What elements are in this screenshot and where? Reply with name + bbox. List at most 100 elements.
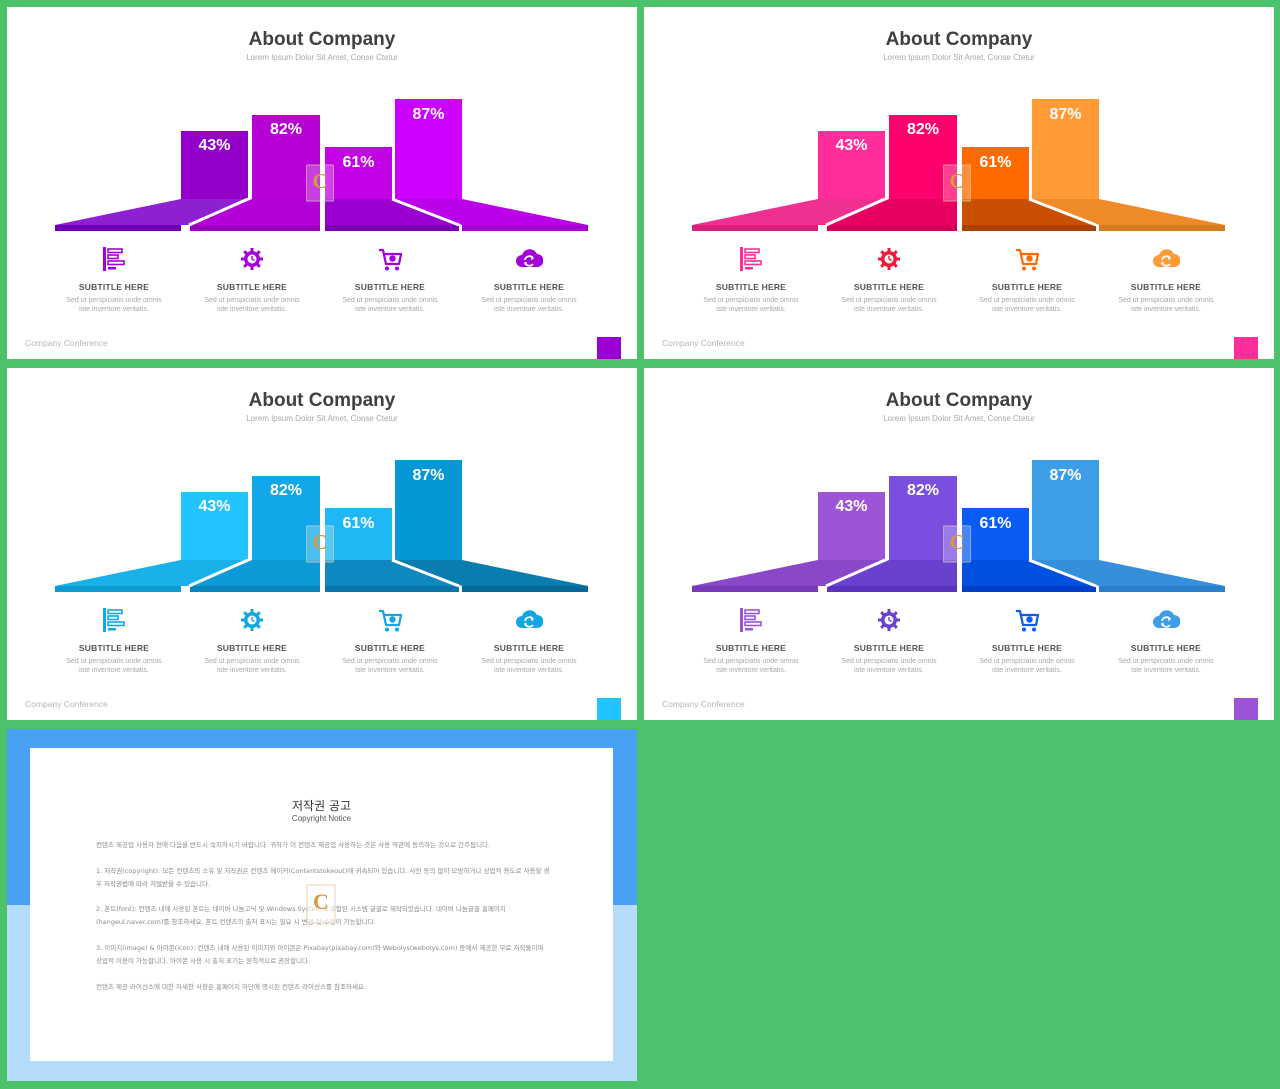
feature-description-line: Sed ut perspiciatis unde omnis [979, 658, 1075, 665]
bar-infographic: 43% 82% 61% 87% [692, 460, 1225, 592]
footer-text: Company Conference [662, 338, 745, 348]
base-edge-4 [462, 586, 588, 592]
cloud-sync-icon [516, 610, 543, 628]
slide-violet-blue[interactable]: About Company Lorem Ipsum Dolor Sit Amet,… [644, 368, 1274, 720]
slide-subtitle: Lorem Ipsum Dolor Sit Amet, Conse Ctetur [883, 414, 1035, 423]
bar-3 [325, 508, 392, 560]
base-platform-3 [325, 199, 459, 225]
value-label: 43% [835, 498, 867, 515]
feature-description-line: iste inventore veritatis. [79, 667, 149, 674]
slide-subtitle: Lorem Ipsum Dolor Sit Amet, Conse Ctetur [246, 53, 398, 62]
corner-accent [1234, 337, 1258, 359]
list-icon [103, 608, 125, 632]
logo-watermark: C [943, 525, 971, 563]
slide-cyan[interactable]: About Company Lorem Ipsum Dolor Sit Amet,… [7, 368, 637, 720]
svg-text:C: C [312, 169, 327, 193]
feature-item: SUBTITLE HERE Sed ut perspiciatis unde om… [50, 245, 178, 314]
svg-text:C: C [313, 889, 329, 914]
feature-title: SUBTITLE HERE [1130, 282, 1202, 292]
notice-paper: 저작권 공고 Copyright Notice 컨텐츠 제공업 사용자 전에 다… [30, 748, 613, 1061]
bar-4 [1032, 99, 1099, 199]
feature-description: Sed ut perspiciatis unde omnis iste inven… [188, 296, 316, 314]
notice-paragraph: 3. 이미지(image) & 아이콘(icon): 컨텐츠 내에 사용된 이미… [96, 943, 544, 965]
feature-title: SUBTITLE HERE [354, 643, 426, 653]
feature-description-line: Sed ut perspiciatis unde omnis [204, 658, 300, 665]
feature-description-line: Sed ut perspiciatis unde omnis [703, 658, 799, 665]
feature-title: SUBTITLE HERE [991, 643, 1063, 653]
value-label: 61% [979, 515, 1011, 532]
slide-subtitle: Lorem Ipsum Dolor Sit Amet, Conse Ctetur [246, 414, 398, 423]
base-platform-4 [1032, 199, 1225, 225]
list-icon [103, 247, 125, 271]
feature-description-line: iste inventore veritatis. [79, 306, 149, 313]
bar-infographic: 43% 82% 61% 87% [692, 99, 1225, 231]
feature-item: SUBTITLE HERE Sed ut perspiciatis unde om… [188, 245, 316, 314]
footer-text: Company Conference [25, 699, 108, 709]
feature-item: SUBTITLE HERE Sed ut perspiciatis unde om… [1102, 606, 1230, 675]
feature-description-line: Sed ut perspiciatis unde omnis [1118, 658, 1214, 665]
bar-3 [325, 147, 392, 199]
base-edge-1 [55, 586, 181, 592]
corner-accent [1234, 698, 1258, 720]
notice-paragraph: 2. 폰트(font): 컨텐츠 내에 사용된 폰트는 네이버 나눔고딕 및 W… [96, 905, 506, 927]
feature-description-line: Sed ut perspiciatis unde omnis [66, 297, 162, 304]
feature-description-line: Sed ut perspiciatis unde omnis [979, 297, 1075, 304]
slide-copyright-notice[interactable]: 저작권 공고 Copyright Notice 컨텐츠 제공업 사용자 전에 다… [7, 729, 637, 1081]
base-edge-1 [55, 225, 181, 231]
feature-description-line: iste inventore veritatis. [992, 667, 1062, 674]
feature-description-line: iste inventore veritatis. [217, 306, 287, 313]
base-platform-1 [55, 560, 248, 586]
base-edge-2 [190, 225, 320, 231]
feature-description-line: iste inventore veritatis. [992, 306, 1062, 313]
feature-description-line: iste inventore veritatis. [217, 667, 287, 674]
value-label: 43% [198, 498, 230, 515]
feature-item: SUBTITLE HERE Sed ut perspiciatis unde om… [326, 606, 454, 675]
base-platform-3 [962, 560, 1096, 586]
bar-4 [395, 99, 462, 199]
feature-description: Sed ut perspiciatis unde omnis iste inven… [1102, 296, 1230, 314]
feature-description-line: Sed ut perspiciatis unde omnis [342, 297, 438, 304]
base-edge-1 [692, 586, 818, 592]
feature-description-line: Sed ut perspiciatis unde omnis [66, 658, 162, 665]
svg-text:C: C [949, 169, 964, 193]
gear-icon [241, 609, 263, 631]
feature-description-line: Sed ut perspiciatis unde omnis [481, 297, 577, 304]
gear-icon [878, 609, 900, 631]
feature-description-line: iste inventore veritatis. [716, 667, 786, 674]
feature-description-line: iste inventore veritatis. [355, 306, 425, 313]
feature-item: SUBTITLE HERE Sed ut perspiciatis unde om… [687, 606, 815, 675]
feature-title: SUBTITLE HERE [493, 643, 565, 653]
feature-description-line: iste inventore veritatis. [854, 667, 924, 674]
value-label: 87% [1049, 467, 1081, 484]
feature-title: SUBTITLE HERE [853, 643, 925, 653]
feature-title: SUBTITLE HERE [354, 282, 426, 292]
value-label: 61% [979, 154, 1011, 171]
cloud-sync-icon [516, 249, 543, 267]
feature-title: SUBTITLE HERE [493, 282, 565, 292]
feature-description-line: Sed ut perspiciatis unde omnis [703, 297, 799, 304]
feature-description: Sed ut perspiciatis unde omnis iste inven… [50, 657, 178, 675]
logo-watermark: C [306, 884, 336, 924]
value-label: 61% [342, 515, 374, 532]
notice-paragraph: 컨텐츠 제공업 사용자 전에 다음을 반드시 숙지하시기 바랍니다. 귀하가 이… [96, 841, 491, 849]
feature-description-line: Sed ut perspiciatis unde omnis [204, 297, 300, 304]
feature-item: SUBTITLE HERE Sed ut perspiciatis unde om… [188, 606, 316, 675]
feature-description: Sed ut perspiciatis unde omnis iste inven… [963, 657, 1091, 675]
feature-item: SUBTITLE HERE Sed ut perspiciatis unde om… [825, 606, 953, 675]
slide-title: About Company [885, 390, 1033, 411]
bar-infographic: 43% 82% 61% 87% [55, 99, 588, 231]
logo-watermark: C [306, 525, 334, 563]
base-platform-1 [692, 560, 885, 586]
feature-description-line: Sed ut perspiciatis unde omnis [1118, 297, 1214, 304]
notice-title: 저작권 공고 [291, 799, 351, 813]
bar-3 [962, 508, 1029, 560]
cart-icon [379, 248, 403, 271]
slide-purple[interactable]: About Company Lorem Ipsum Dolor Sit Amet,… [7, 7, 637, 359]
cloud-sync-icon [1153, 249, 1180, 267]
feature-item: SUBTITLE HERE Sed ut perspiciatis unde om… [1102, 245, 1230, 314]
feature-title: SUBTITLE HERE [991, 282, 1063, 292]
slide-subtitle: Lorem Ipsum Dolor Sit Amet, Conse Ctetur [883, 53, 1035, 62]
slide-pink-orange[interactable]: About Company Lorem Ipsum Dolor Sit Amet,… [644, 7, 1274, 359]
feature-description: Sed ut perspiciatis unde omnis iste inven… [326, 296, 454, 314]
feature-title: SUBTITLE HERE [1130, 643, 1202, 653]
